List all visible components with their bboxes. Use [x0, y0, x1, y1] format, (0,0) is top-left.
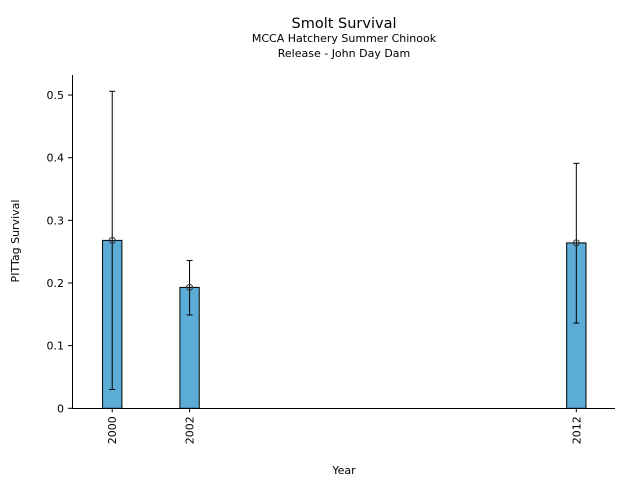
y-tick-label: 0.2 [47, 277, 65, 290]
y-tick-label: 0.3 [47, 214, 65, 227]
y-axis-label: PITTag Survival [9, 200, 22, 283]
y-tick-label: 0.1 [47, 340, 65, 353]
x-tick-label: 2012 [570, 416, 583, 444]
x-axis-label: Year [331, 464, 356, 477]
chart-title: Smolt Survival [292, 16, 397, 32]
chart-subtitle-1: MCCA Hatchery Summer Chinook [252, 32, 437, 45]
y-tick-label: 0.5 [47, 89, 65, 102]
x-tick-label: 2000 [106, 416, 119, 444]
point-marker-2002 [186, 283, 194, 291]
chart-subtitle-2: Release - John Day Dam [278, 47, 411, 60]
x-tick-label: 2002 [184, 416, 197, 444]
y-tick-label: 0 [57, 402, 64, 415]
y-tick-label: 0.4 [47, 152, 65, 165]
point-marker-2012 [572, 239, 580, 247]
point-marker-2000 [108, 236, 116, 244]
